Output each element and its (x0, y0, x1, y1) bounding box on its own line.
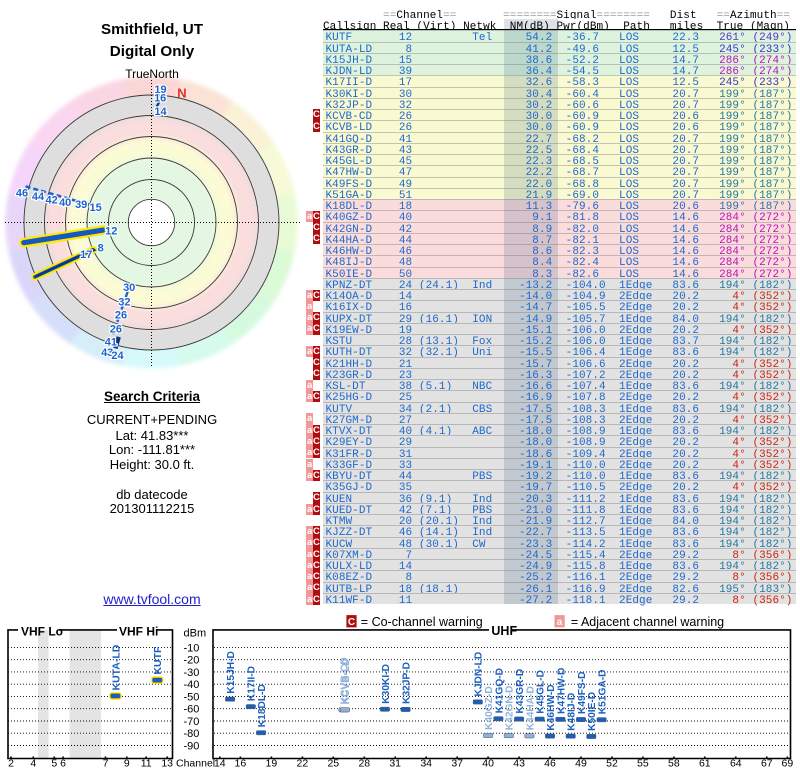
svg-text:K48IJ-D: K48IJ-D (567, 693, 578, 731)
svg-text:14: 14 (214, 758, 226, 768)
svg-text:19: 19 (266, 758, 278, 768)
svg-text:9: 9 (124, 758, 130, 768)
svg-text:K45GL-D: K45GL-D (536, 670, 547, 714)
svg-text:22: 22 (297, 758, 309, 768)
svg-text:K32JP-D: K32JP-D (402, 662, 413, 704)
svg-text:44: 44 (32, 191, 45, 203)
svg-text:26: 26 (110, 324, 122, 336)
svg-text:28: 28 (358, 758, 370, 768)
svg-text:52: 52 (606, 758, 618, 768)
svg-text:-10: -10 (184, 642, 200, 654)
svg-text:17: 17 (80, 249, 92, 261)
svg-text:-70: -70 (184, 716, 200, 728)
svg-text:64: 64 (730, 758, 742, 768)
svg-text:-60: -60 (184, 704, 200, 716)
svg-text:a: a (557, 617, 563, 628)
svg-text:VHF Lo: VHF Lo (21, 625, 63, 639)
svg-text:K50IE-D: K50IE-D (587, 692, 598, 731)
svg-text:30: 30 (123, 282, 135, 294)
svg-text:-80: -80 (184, 728, 200, 740)
svg-text:15: 15 (89, 202, 101, 214)
svg-text:43: 43 (513, 758, 525, 768)
svg-text:K30KI-D: K30KI-D (381, 664, 392, 704)
svg-text:41: 41 (105, 337, 117, 349)
svg-text:55: 55 (637, 758, 649, 768)
svg-text:Channel: Channel (176, 758, 215, 768)
svg-text:40: 40 (482, 758, 494, 768)
svg-text:43: 43 (101, 347, 113, 359)
svg-text:KJDN-LD: KJDN-LD (474, 652, 485, 697)
svg-text:K17II-D: K17II-D (247, 666, 258, 701)
svg-text:69: 69 (782, 758, 794, 768)
svg-text:46: 46 (16, 188, 28, 200)
svg-text:K49FS-D: K49FS-D (577, 672, 588, 714)
svg-text:16: 16 (235, 758, 247, 768)
svg-text:VHF Hi: VHF Hi (119, 625, 158, 639)
svg-text:6: 6 (60, 758, 66, 768)
svg-text:58: 58 (668, 758, 680, 768)
svg-text:32: 32 (118, 296, 130, 308)
svg-text:K42GN-D: K42GN-D (505, 685, 516, 730)
svg-text:K51GA-D: K51GA-D (598, 669, 609, 714)
svg-text:C: C (348, 617, 355, 628)
svg-text:31: 31 (389, 758, 401, 768)
svg-text:KCVB-CD: KCVB-CD (340, 657, 351, 704)
svg-text:25: 25 (327, 758, 339, 768)
svg-text:61: 61 (699, 758, 711, 768)
svg-text:19: 19 (154, 84, 166, 96)
svg-text:N: N (177, 86, 186, 101)
svg-text:40: 40 (59, 197, 71, 209)
svg-text:4: 4 (30, 758, 36, 768)
svg-text:K18DL-D: K18DL-D (257, 684, 268, 727)
svg-text:2: 2 (8, 758, 14, 768)
svg-text:14: 14 (154, 106, 167, 118)
svg-text:13: 13 (161, 758, 173, 768)
svg-text:-30: -30 (184, 667, 200, 679)
svg-text:K47HW-D: K47HW-D (556, 668, 567, 714)
svg-text:12: 12 (105, 226, 117, 238)
svg-text:42: 42 (45, 195, 57, 207)
svg-text:11: 11 (141, 758, 152, 768)
svg-text:K44HA-D: K44HA-D (525, 686, 536, 730)
svg-text:KUTF: KUTF (152, 646, 164, 675)
svg-text:34: 34 (420, 758, 432, 768)
svg-text:KUTA-LD: KUTA-LD (110, 644, 122, 690)
svg-text:39: 39 (75, 199, 87, 211)
svg-text:-50: -50 (184, 691, 200, 703)
svg-text:24: 24 (111, 350, 124, 362)
svg-text:7: 7 (103, 758, 109, 768)
svg-text:-40: -40 (184, 679, 200, 691)
svg-text:67: 67 (761, 758, 773, 768)
svg-text:-20: -20 (184, 655, 200, 667)
svg-text:49: 49 (575, 758, 587, 768)
svg-text:K15JH-D: K15JH-D (226, 651, 237, 693)
svg-text:37: 37 (451, 758, 463, 768)
svg-text:= Co-channel warning: = Co-channel warning (361, 615, 483, 629)
svg-text:5: 5 (51, 758, 57, 768)
svg-text:16: 16 (154, 93, 166, 105)
svg-text:UHF: UHF (491, 624, 517, 638)
svg-text:K40GZ-D: K40GZ-D (484, 686, 495, 730)
svg-text:= Adjacent channel warning: = Adjacent channel warning (571, 615, 724, 629)
svg-text:K41GQ-D: K41GQ-D (494, 668, 505, 713)
svg-text:26: 26 (115, 309, 127, 321)
svg-text:8: 8 (98, 243, 104, 255)
svg-text:46: 46 (544, 758, 556, 768)
svg-text:K46HW-D: K46HW-D (546, 684, 557, 730)
svg-text:K43GR-D: K43GR-D (515, 669, 526, 714)
svg-text:KCVB-LD: KCVB-LD (341, 658, 352, 704)
svg-text:-90: -90 (184, 741, 200, 753)
svg-text:dBm: dBm (184, 628, 207, 640)
